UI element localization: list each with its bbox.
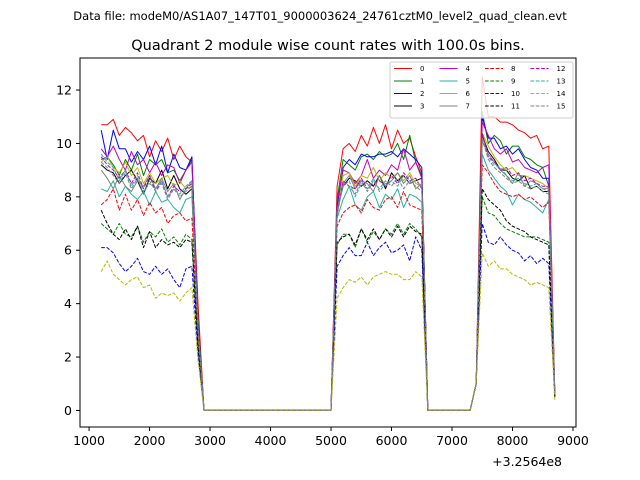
y-tick-label: 10 — [56, 136, 72, 151]
legend-label-11: 11 — [511, 103, 520, 111]
chart-title: Quadrant 2 module wise count rates with … — [131, 38, 525, 54]
y-tick-label: 0 — [64, 403, 72, 418]
series-group — [100, 76, 556, 411]
suptitle: Data file: modeM0/AS1A07_147T01_90000036… — [73, 9, 567, 23]
x-tick-label: 1000 — [73, 433, 105, 448]
x-tick-label: 7000 — [436, 433, 468, 448]
legend-box — [389, 61, 574, 119]
x-offset-label: +3.2564e8 — [492, 454, 562, 469]
y-tick-label: 8 — [64, 189, 72, 204]
legend-label-12: 12 — [557, 65, 566, 73]
x-tick-label: 8000 — [497, 433, 529, 448]
series-line-15 — [100, 137, 556, 411]
x-tick-label: 4000 — [255, 433, 287, 448]
x-tick-label: 3000 — [194, 433, 226, 448]
x-tick-label: 6000 — [376, 433, 408, 448]
legend-label-14: 14 — [557, 90, 566, 98]
axes: 1000 2000 3000 4000 5000 6000 7000 8000 9000 0 2 4 6… — [56, 57, 589, 448]
axes-frame — [79, 57, 577, 428]
legend-label-7: 7 — [466, 103, 470, 111]
legend-label-9: 9 — [511, 78, 515, 86]
legend-label-15: 15 — [557, 103, 566, 111]
y-tick-label: 4 — [64, 296, 72, 311]
y-tick-label: 12 — [56, 83, 72, 98]
legend-label-8: 8 — [511, 65, 515, 73]
x-tick-label: 2000 — [134, 433, 166, 448]
legend-label-6: 6 — [466, 90, 471, 98]
legend-label-3: 3 — [420, 103, 424, 111]
legend-label-1: 1 — [420, 78, 424, 86]
x-tick-label: 5000 — [315, 433, 347, 448]
legend-label-4: 4 — [466, 65, 471, 73]
legend-label-5: 5 — [466, 78, 470, 86]
y-tick-label: 2 — [64, 350, 72, 365]
legend-label-13: 13 — [557, 78, 566, 86]
legend-label-2: 2 — [420, 90, 424, 98]
legend-label-10: 10 — [511, 90, 520, 98]
y-tick-label: 6 — [64, 243, 72, 258]
legend-label-0: 0 — [420, 65, 424, 73]
x-tick-label: 9000 — [557, 433, 589, 448]
plot-area — [100, 76, 556, 411]
